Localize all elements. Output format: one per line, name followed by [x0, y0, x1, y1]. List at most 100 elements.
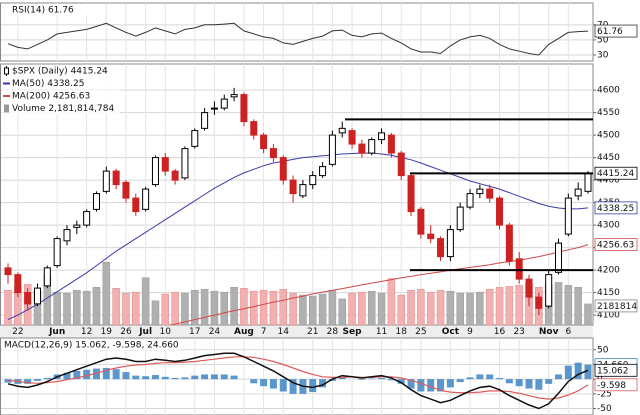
x-tick-label: 25	[415, 327, 426, 337]
x-tick-label: 9	[467, 327, 473, 337]
histogram-bar	[112, 369, 120, 380]
candle-body	[368, 139, 376, 154]
histogram-bar	[505, 379, 513, 384]
candle-body	[260, 134, 268, 150]
value-box-label: 4338.25	[597, 204, 634, 214]
volume-bar	[73, 289, 81, 326]
candle-body	[201, 112, 209, 129]
volume-bar	[269, 290, 278, 326]
candle-body	[43, 267, 51, 287]
volume-bar	[63, 292, 71, 326]
value-box-label: 2181814	[597, 302, 637, 312]
histogram-bar	[230, 375, 238, 380]
candle-body	[161, 157, 169, 172]
volume-bar	[171, 291, 179, 326]
histogram-bar	[466, 377, 474, 380]
candle-body	[555, 242, 563, 273]
volume-bar	[181, 292, 189, 326]
x-tick-label: 17	[189, 327, 200, 337]
candle-body	[466, 193, 474, 208]
volume-bar	[102, 261, 111, 326]
volume-bar	[417, 288, 425, 326]
candle-body	[319, 166, 327, 177]
histogram-bar	[210, 374, 218, 380]
histogram-bar	[132, 375, 140, 380]
candle-body	[102, 170, 110, 192]
candle-body	[181, 148, 189, 179]
x-tick-label: Aug	[234, 327, 254, 337]
volume-bar	[318, 293, 327, 326]
volume-bar	[141, 277, 150, 326]
histogram-bar	[397, 379, 405, 384]
candle-body	[279, 157, 287, 181]
volume-bar	[259, 289, 268, 326]
volume-bar	[230, 287, 238, 326]
histogram-bar	[24, 379, 32, 384]
volume-bar	[210, 290, 219, 326]
histogram-bar	[446, 379, 454, 388]
histogram-bar	[269, 379, 277, 389]
histogram-bar	[387, 379, 395, 381]
volume-bar	[426, 291, 435, 326]
candle-body	[427, 233, 435, 240]
candle-body	[378, 132, 386, 141]
histogram-bar	[437, 379, 445, 392]
histogram-bar	[417, 379, 425, 392]
candle-body	[535, 296, 543, 309]
volume-bar	[240, 288, 248, 326]
panel-title: RSI(14) 61.76	[12, 6, 74, 16]
volume-bar	[367, 290, 376, 326]
candle-body	[83, 211, 91, 226]
histogram-bar	[260, 379, 268, 387]
histogram-bar	[456, 379, 464, 383]
candle-body	[437, 238, 445, 258]
x-axis-band	[0, 325, 593, 338]
candle-body	[564, 197, 572, 235]
candle-body	[14, 274, 22, 294]
candle-body	[73, 224, 81, 228]
legend-swatch	[4, 104, 9, 113]
y-tick-label: 50	[597, 345, 609, 355]
histogram-bar	[73, 370, 81, 380]
value-box-label: 15.062	[597, 366, 629, 376]
volume-bar	[446, 290, 455, 326]
candle-body	[574, 188, 582, 197]
legend-bg	[2, 65, 120, 77]
histogram-bar	[545, 379, 553, 384]
candle-body	[220, 98, 228, 109]
candle-body	[142, 188, 150, 210]
histogram-bar	[220, 374, 228, 380]
histogram-bar	[142, 376, 150, 380]
y-tick-label: 4300	[597, 221, 620, 231]
histogram-bar	[102, 367, 110, 380]
value-box	[594, 201, 638, 215]
candle-body	[505, 224, 513, 262]
candle-body	[92, 193, 100, 210]
histogram-bar	[476, 374, 484, 380]
x-tick-label: 12	[81, 327, 92, 337]
x-tick-label: 10	[160, 327, 172, 337]
value-box-label: 61.76	[597, 27, 623, 37]
x-tick-label: 21	[307, 327, 318, 337]
histogram-bar	[407, 379, 415, 389]
signal-line	[7, 356, 589, 400]
legend-bg	[2, 102, 120, 115]
x-tick-label: 24	[209, 327, 221, 337]
value-box	[594, 24, 638, 38]
candle-body	[358, 143, 366, 154]
candle-body	[63, 229, 71, 242]
panel	[0, 2, 594, 62]
volume-bar	[584, 303, 592, 326]
histogram-bar	[328, 379, 336, 381]
title-bg	[2, 339, 180, 350]
x-tick-label: 23	[513, 327, 524, 337]
volume-bar	[112, 288, 120, 326]
candle-body	[446, 229, 454, 258]
histogram-bar	[83, 369, 91, 380]
x-tick-label: 16	[494, 327, 506, 337]
volume-bar	[191, 289, 199, 326]
histogram-bar	[584, 364, 592, 380]
histogram-bar	[279, 379, 287, 392]
histogram-bar	[33, 379, 41, 381]
histogram-bar	[496, 377, 504, 380]
